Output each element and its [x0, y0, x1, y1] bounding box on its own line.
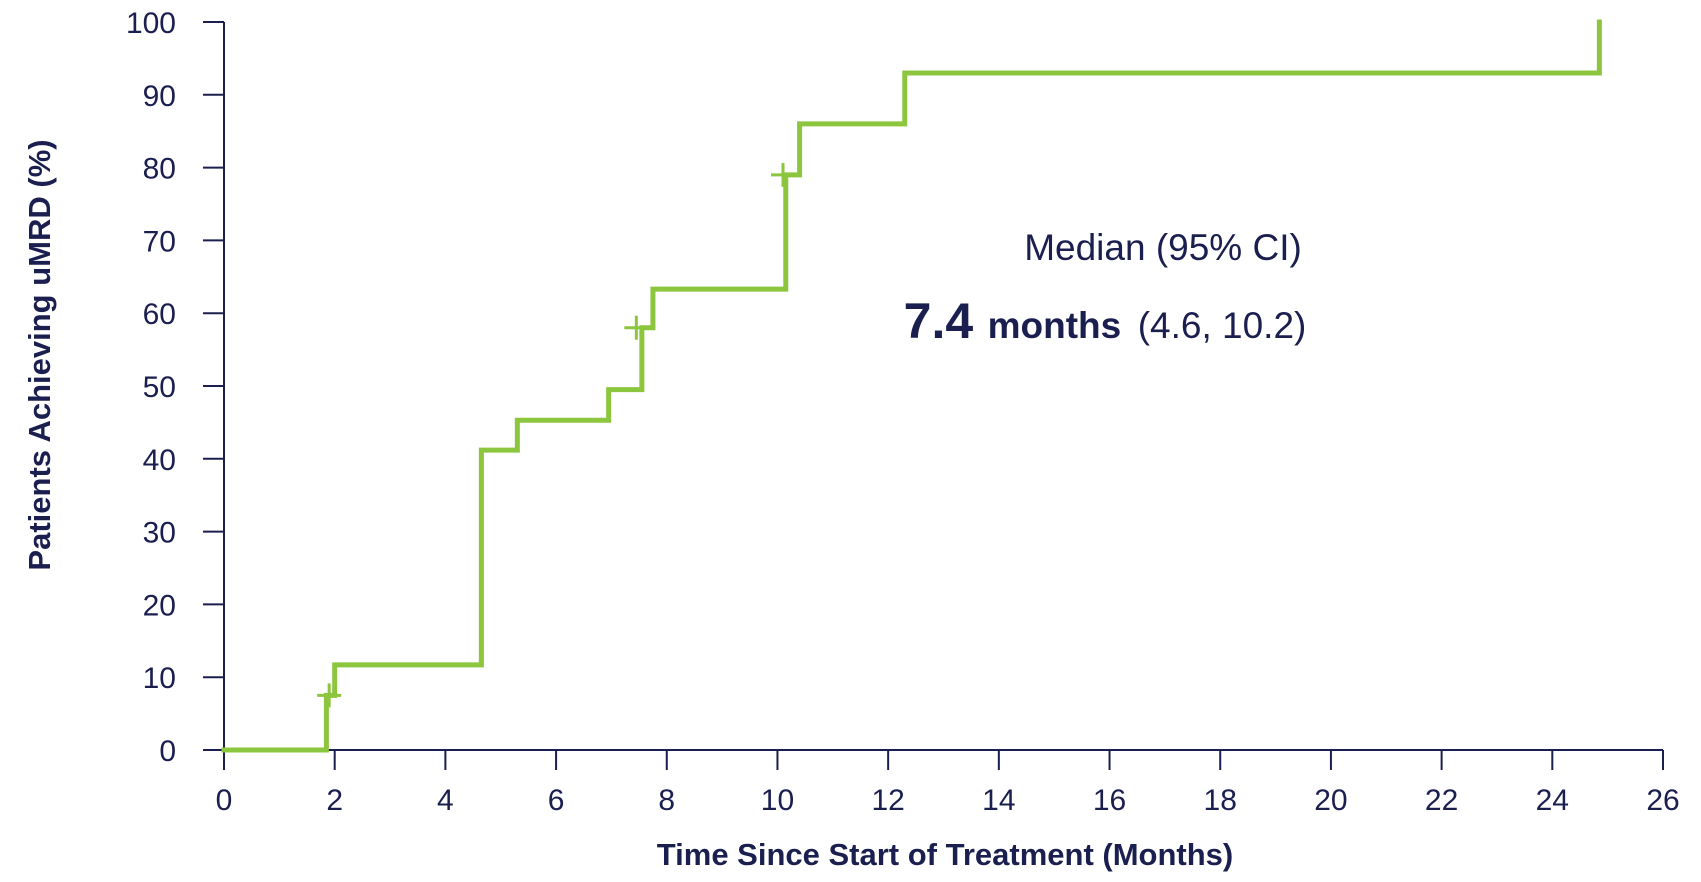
x-tick-label: 18	[1204, 784, 1237, 817]
y-tick-label: 30	[143, 517, 176, 550]
x-axis-title: Time Since Start of Treatment (Months)	[657, 837, 1233, 872]
y-tick-label: 70	[143, 225, 176, 258]
y-tick-label: 0	[159, 735, 176, 768]
y-axis-title: Patients Achieving uMRD (%)	[22, 139, 57, 570]
y-tick-label: 10	[143, 662, 176, 695]
y-tick-label: 50	[143, 371, 176, 404]
x-tick-label: 14	[982, 784, 1015, 817]
x-tick-label: 22	[1425, 784, 1458, 817]
median-annotation: Median (95% CI) 7.4 months (4.6, 10.2)	[904, 227, 1307, 349]
y-tick-label: 100	[126, 7, 176, 40]
median-label: Median (95% CI)	[1024, 227, 1302, 268]
x-tick-label: 6	[548, 784, 565, 817]
y-axis-ticks: 0 10 20 30 40 50 60 70 80 90 100	[126, 7, 224, 768]
x-tick-label: 0	[216, 784, 233, 817]
series-layer	[221, 19, 1602, 753]
x-tick-label: 12	[871, 784, 904, 817]
y-tick-label: 80	[143, 153, 176, 186]
median-ci: (4.6, 10.2)	[1138, 305, 1307, 346]
y-tick-label: 60	[143, 298, 176, 331]
y-tick-label: 20	[143, 589, 176, 622]
x-tick-label: 2	[326, 784, 343, 817]
y-tick-label: 40	[143, 444, 176, 477]
median-unit: months	[988, 305, 1122, 346]
x-tick-label: 4	[437, 784, 454, 817]
x-axis-ticks: 0 2 4 6 8 10 12 14 16 18 20 22 24 26	[216, 750, 1680, 817]
y-tick-label: 90	[143, 80, 176, 113]
x-tick-label: 26	[1646, 784, 1679, 817]
median-value: 7.4	[904, 293, 974, 349]
x-tick-label: 20	[1314, 784, 1347, 817]
x-tick-label: 24	[1536, 784, 1569, 817]
x-tick-label: 16	[1093, 784, 1126, 817]
x-tick-label: 8	[658, 784, 675, 817]
median-value-line: 7.4 months (4.6, 10.2)	[904, 293, 1307, 349]
x-tick-label: 10	[761, 784, 794, 817]
km-step-line	[221, 19, 1602, 753]
